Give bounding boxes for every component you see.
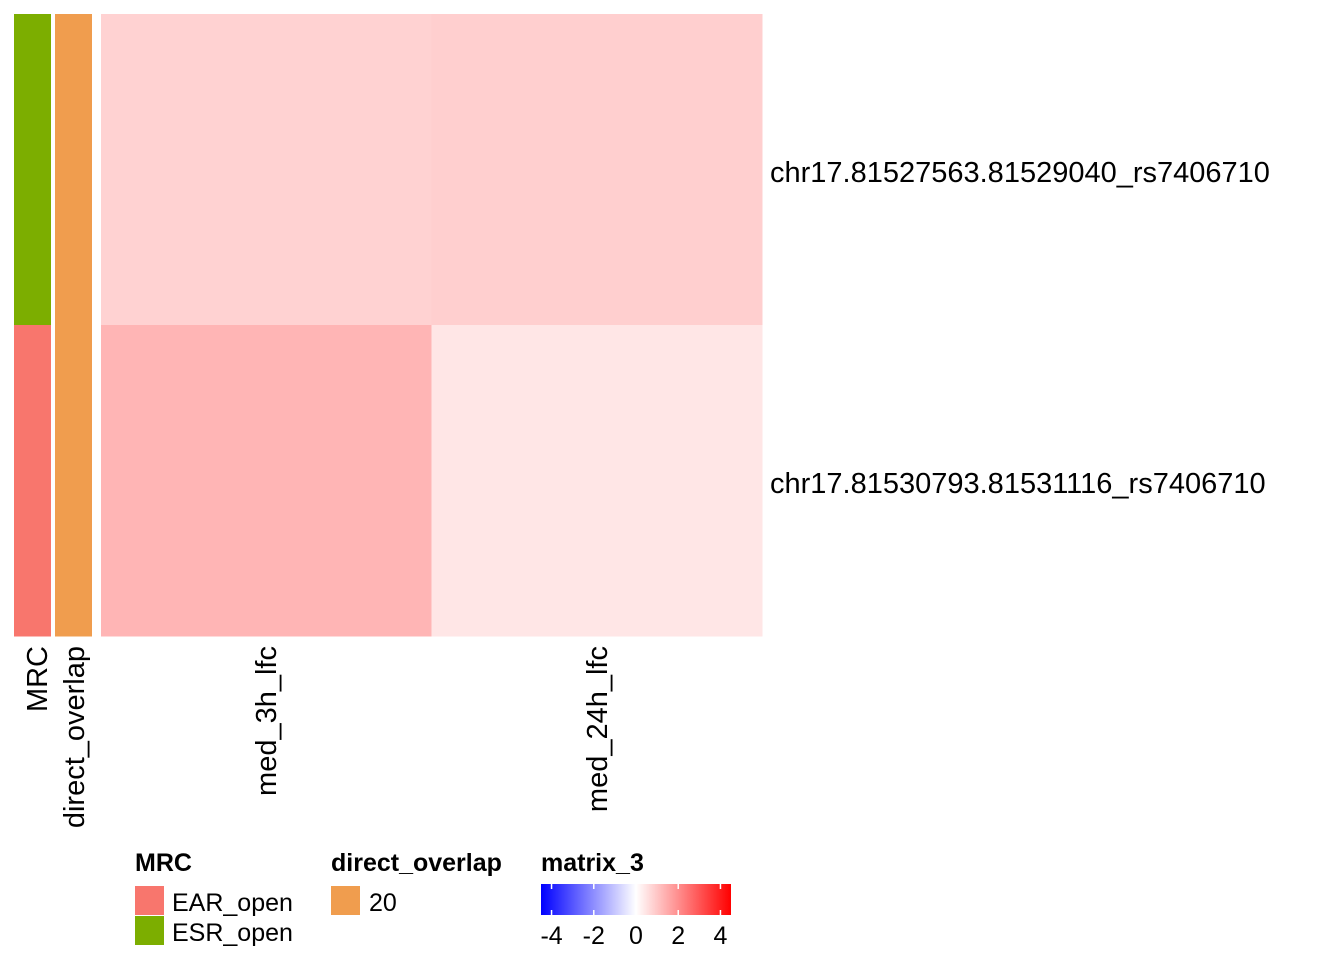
colorbar-tick-label-3: 0 [629,922,643,950]
legend-title-mrc: MRC [135,849,192,877]
heatmap-cell-r1-c1 [101,14,432,326]
heatmap-cell-r2-c1 [101,325,432,637]
annotation-label-mrc: MRC [22,646,54,712]
annotation-bars [14,14,92,637]
colorbar-tick-label-4: 2 [671,922,685,950]
colorbar-tick-label-5: 4 [713,922,727,950]
heatmap-body [101,14,763,637]
legend-matrix-3: matrix_3 -4 -2 0 2 4 [540,849,731,950]
annotation-cell-mrc-r1 [14,14,51,326]
annotation-cell-mrc-r2 [14,325,51,637]
legend-label-esr-open: ESR_open [172,919,293,947]
column-label-med-24h-lfc: med_24h_lfc [582,646,614,812]
colorbar-tick-label-2: -2 [583,922,605,950]
annotation-label-direct-overlap: direct_overlap [59,646,91,828]
annotation-cell-direct-overlap-r2 [55,325,92,637]
row-label-2: chr17.81530793.81531116_rs7406710 [770,468,1266,500]
legend-swatch-esr-open [135,916,164,945]
heatmap-cell-r1-c2 [431,14,763,326]
legend-title-matrix-3: matrix_3 [541,849,644,877]
annotation-cell-direct-overlap-r1 [55,14,92,326]
legend-swatch-ear-open [135,886,164,915]
colorbar-ticks: -4 -2 0 2 4 [540,884,727,950]
legend-label-20: 20 [369,889,397,917]
legend-mrc: MRC EAR_open ESR_open [135,849,293,947]
legend-direct-overlap: direct_overlap 20 [331,849,502,917]
legend-swatch-20 [331,886,360,915]
legend-label-ear-open: EAR_open [172,889,293,917]
legend-title-direct-overlap: direct_overlap [331,849,502,877]
row-label-1: chr17.81527563.81529040_rs7406710 [770,157,1270,189]
column-label-med-3h-lfc: med_3h_lfc [251,646,283,796]
colorbar-tick-label-1: -4 [540,922,562,950]
colorbar [541,884,731,915]
heatmap-cell-r2-c2 [431,325,763,637]
